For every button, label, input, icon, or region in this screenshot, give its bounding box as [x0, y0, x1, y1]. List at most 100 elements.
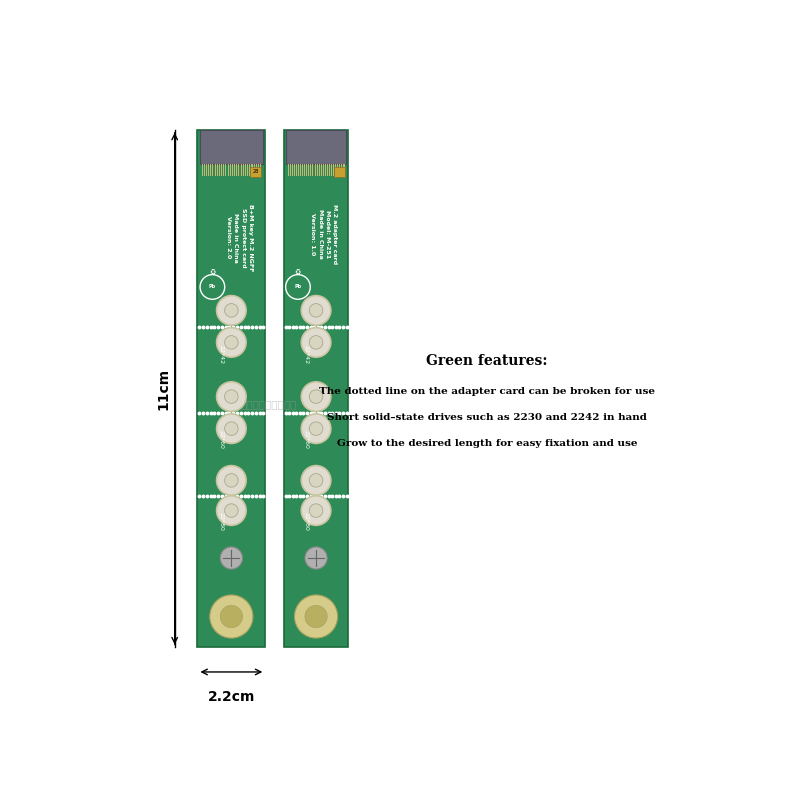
Bar: [310, 164, 311, 176]
Bar: [258, 164, 259, 176]
Bar: [204, 164, 205, 176]
Circle shape: [310, 422, 323, 435]
Bar: [334, 167, 345, 177]
Bar: [321, 164, 322, 176]
Bar: [260, 164, 261, 176]
Bar: [317, 164, 318, 176]
Circle shape: [225, 336, 238, 349]
Bar: [333, 164, 334, 176]
Bar: [230, 164, 231, 176]
Bar: [318, 164, 320, 176]
Bar: [325, 164, 326, 176]
Circle shape: [305, 606, 327, 628]
Bar: [329, 164, 330, 176]
Text: 11cm: 11cm: [157, 367, 170, 410]
Bar: [327, 164, 328, 176]
Bar: [304, 164, 305, 176]
Circle shape: [217, 382, 246, 411]
Bar: [308, 164, 310, 176]
Circle shape: [217, 466, 246, 495]
Bar: [331, 164, 332, 176]
Bar: [296, 164, 297, 176]
Text: Pb: Pb: [294, 285, 302, 290]
Text: 嘉美泰科技有限公司: 嘉美泰科技有限公司: [240, 399, 297, 409]
Text: The dotted line on the adapter card can be broken for use: The dotted line on the adapter card can …: [319, 387, 655, 396]
Bar: [251, 164, 253, 176]
Text: 2.2cm: 2.2cm: [208, 690, 255, 705]
Circle shape: [302, 328, 331, 357]
Text: ♻: ♻: [210, 269, 215, 274]
Bar: [284, 130, 349, 647]
Circle shape: [220, 606, 242, 628]
Bar: [302, 164, 303, 176]
Circle shape: [225, 390, 238, 403]
Bar: [241, 164, 242, 176]
Bar: [313, 164, 314, 176]
Bar: [219, 164, 220, 176]
Circle shape: [225, 303, 238, 317]
Bar: [288, 164, 289, 176]
Text: B+M key M.2 NGFF
SSD protect card
Made in China
Version: 2.0: B+M key M.2 NGFF SSD protect card Made i…: [226, 204, 253, 271]
Circle shape: [210, 595, 253, 638]
Bar: [300, 164, 301, 176]
Bar: [234, 164, 235, 176]
Bar: [298, 164, 299, 176]
Circle shape: [310, 474, 323, 487]
Text: Pb: Pb: [209, 285, 216, 290]
Circle shape: [294, 595, 338, 638]
Bar: [247, 164, 248, 176]
Circle shape: [310, 504, 323, 518]
Text: Short solid–state drives such as 2230 and 2242 in hand: Short solid–state drives such as 2230 an…: [327, 413, 647, 422]
Circle shape: [310, 390, 323, 403]
Circle shape: [302, 496, 331, 526]
Bar: [206, 164, 207, 176]
Text: Grow to the desired length for easy fixation and use: Grow to the desired length for easy fixa…: [337, 439, 638, 448]
Text: 22*60: 22*60: [218, 430, 223, 449]
Text: 22*42: 22*42: [303, 345, 308, 364]
Bar: [221, 164, 222, 176]
Text: ♻: ♻: [295, 269, 301, 274]
Circle shape: [225, 422, 238, 435]
Bar: [335, 164, 336, 176]
Bar: [236, 164, 238, 176]
Bar: [217, 164, 218, 176]
Circle shape: [225, 504, 238, 518]
Bar: [343, 164, 345, 176]
Circle shape: [310, 303, 323, 317]
Circle shape: [217, 328, 246, 357]
Circle shape: [302, 414, 331, 443]
Bar: [199, 130, 263, 164]
Text: M.2 adapter card
Model: M-251
Made in China
Version: 1.0: M.2 adapter card Model: M-251 Made in Ch…: [310, 204, 338, 264]
Circle shape: [302, 466, 331, 495]
Circle shape: [310, 336, 323, 349]
Circle shape: [217, 295, 246, 325]
Circle shape: [302, 295, 331, 325]
Text: 22*80: 22*80: [218, 512, 223, 530]
Bar: [223, 164, 224, 176]
Bar: [286, 130, 346, 164]
Bar: [292, 164, 293, 176]
Bar: [250, 167, 261, 177]
Bar: [208, 164, 209, 176]
Text: 22*80: 22*80: [303, 512, 308, 530]
Bar: [210, 164, 211, 176]
Circle shape: [302, 382, 331, 411]
Bar: [238, 164, 239, 176]
Bar: [242, 164, 244, 176]
Bar: [227, 164, 229, 176]
Text: 22*60: 22*60: [303, 430, 308, 449]
Circle shape: [220, 547, 242, 569]
Bar: [294, 164, 295, 176]
Bar: [214, 164, 216, 176]
Bar: [306, 164, 307, 176]
Text: 2B: 2B: [253, 170, 259, 174]
Bar: [245, 164, 246, 176]
Bar: [339, 164, 340, 176]
Bar: [198, 130, 266, 647]
Text: Green features:: Green features:: [426, 354, 548, 368]
Circle shape: [217, 414, 246, 443]
Circle shape: [225, 474, 238, 487]
Text: 22*42: 22*42: [218, 345, 223, 364]
Bar: [256, 164, 257, 176]
Circle shape: [305, 547, 327, 569]
